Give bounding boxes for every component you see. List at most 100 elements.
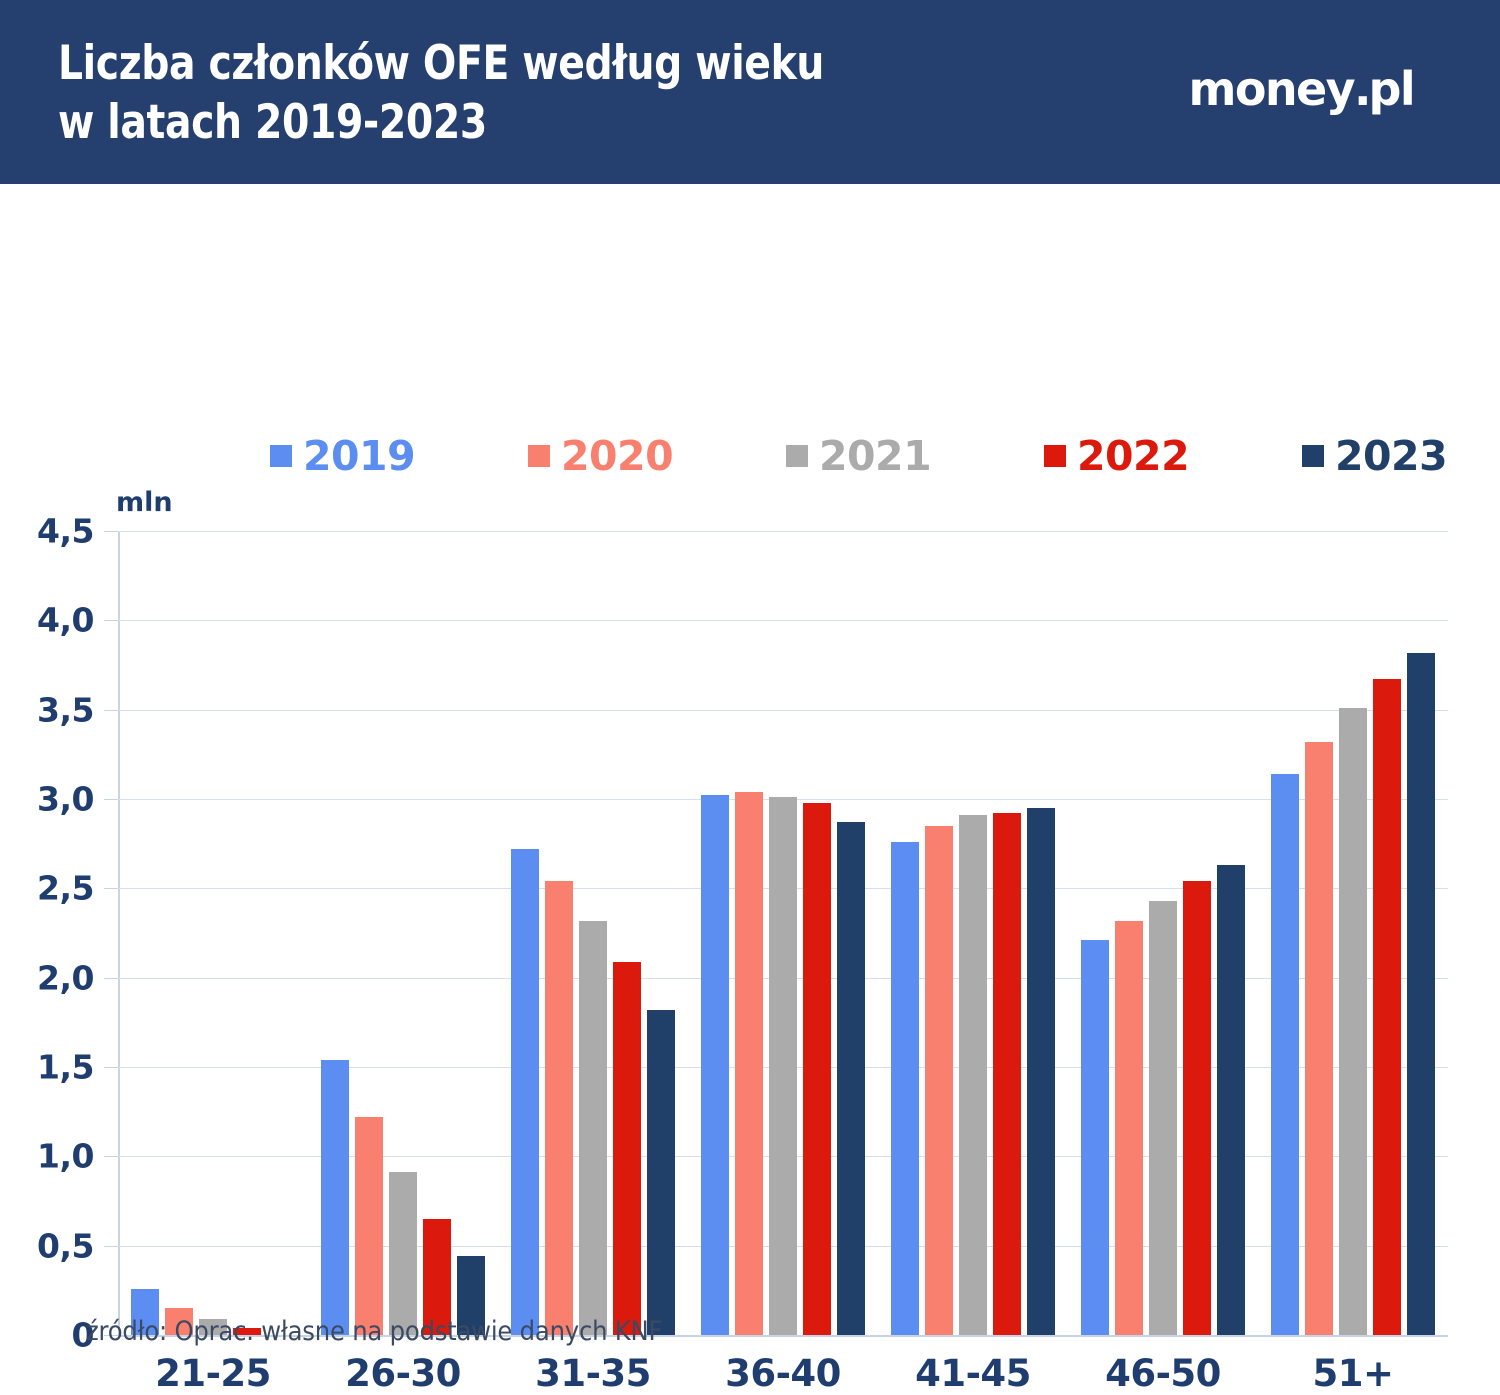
plot-area bbox=[104, 531, 1448, 1337]
bar-2021-46-50[interactable] bbox=[1149, 900, 1177, 1335]
y-tick-mark bbox=[104, 1245, 118, 1247]
bar-2021-31-35[interactable] bbox=[579, 920, 607, 1335]
logo-text-tld: pl bbox=[1368, 62, 1416, 116]
bar-2019-21-25[interactable] bbox=[131, 1288, 159, 1335]
bars-wrapper bbox=[1258, 531, 1448, 1335]
legend-swatch-icon bbox=[528, 445, 550, 467]
legend-label: 2019 bbox=[303, 432, 416, 480]
bar-group-21-25 bbox=[118, 531, 308, 1335]
bars-wrapper bbox=[1068, 531, 1258, 1335]
x-axis-label-46-50: 46-50 bbox=[1105, 1352, 1221, 1395]
legend-item-2019[interactable]: 2019 bbox=[270, 432, 528, 480]
bar-group-26-30 bbox=[308, 531, 498, 1335]
y-axis-line bbox=[118, 531, 120, 1335]
x-axis-label-41-45: 41-45 bbox=[915, 1352, 1031, 1395]
bar-group-41-45 bbox=[878, 531, 1068, 1335]
header-banner: Liczba członków OFE według wieku w latac… bbox=[0, 0, 1500, 184]
bars-wrapper bbox=[118, 531, 308, 1335]
bar-2022-36-40[interactable] bbox=[803, 802, 831, 1335]
x-axis-label-21-25: 21-25 bbox=[155, 1352, 271, 1395]
y-tick-mark bbox=[104, 1156, 118, 1158]
bar-2019-41-45[interactable] bbox=[891, 841, 919, 1335]
bar-group-46-50 bbox=[1068, 531, 1258, 1335]
x-axis-label-31-35: 31-35 bbox=[535, 1352, 651, 1395]
legend-label: 2023 bbox=[1335, 432, 1448, 480]
bar-2022-21-25[interactable] bbox=[233, 1327, 261, 1335]
bar-2023-36-40[interactable] bbox=[837, 822, 865, 1335]
y-tick-label: 2,5 bbox=[37, 868, 94, 908]
bar-2020-46-50[interactable] bbox=[1115, 920, 1143, 1335]
bar-2019-26-30[interactable] bbox=[321, 1059, 349, 1335]
y-tick-label: 4,5 bbox=[37, 511, 94, 551]
bar-2022-46-50[interactable] bbox=[1183, 881, 1211, 1335]
bar-group-51+ bbox=[1258, 531, 1448, 1335]
chart-container: 2019 2020 2021 2022 2023 mln 0 0,5 1,0 1,5 2,0 2,… bbox=[0, 184, 1500, 1395]
gridline bbox=[118, 1335, 1448, 1337]
gridline bbox=[118, 620, 1448, 622]
bar-2019-46-50[interactable] bbox=[1081, 940, 1109, 1335]
bar-2021-36-40[interactable] bbox=[769, 797, 797, 1335]
bar-2023-26-30[interactable] bbox=[457, 1256, 485, 1335]
y-tick-mark bbox=[104, 977, 118, 979]
y-tick-mark bbox=[104, 709, 118, 711]
bar-2021-51+[interactable] bbox=[1339, 707, 1367, 1335]
x-axis-labels: 21-25 26-30 31-35 36-40 41-45 46-50 51+ bbox=[118, 1352, 1448, 1395]
bar-2020-41-45[interactable] bbox=[925, 825, 953, 1335]
bar-group-31-35 bbox=[498, 531, 688, 1335]
y-tick-mark bbox=[104, 1335, 118, 1336]
legend-swatch-icon bbox=[1044, 445, 1066, 467]
legend-swatch-icon bbox=[270, 445, 292, 467]
bar-2020-21-25[interactable] bbox=[165, 1308, 193, 1335]
bars-wrapper bbox=[878, 531, 1068, 1335]
bar-2023-46-50[interactable] bbox=[1217, 865, 1245, 1335]
bar-2023-31-35[interactable] bbox=[647, 1009, 675, 1335]
bar-2021-26-30[interactable] bbox=[389, 1172, 417, 1335]
bar-2021-41-45[interactable] bbox=[959, 815, 987, 1335]
bar-2020-26-30[interactable] bbox=[355, 1117, 383, 1335]
y-tick-label: 0,5 bbox=[37, 1226, 94, 1266]
y-tick-mark bbox=[104, 531, 118, 532]
logo-text-dot: . bbox=[1354, 62, 1372, 116]
y-tick-mark bbox=[104, 888, 118, 890]
y-tick-mark bbox=[104, 620, 118, 622]
legend-swatch-icon bbox=[786, 445, 808, 467]
bars-wrapper bbox=[688, 531, 878, 1335]
x-axis-label-51+: 51+ bbox=[1312, 1352, 1395, 1395]
legend-item-2020[interactable]: 2020 bbox=[528, 432, 786, 480]
gridline bbox=[118, 709, 1448, 711]
bar-2023-41-45[interactable] bbox=[1027, 807, 1055, 1335]
y-tick-label: 2,0 bbox=[37, 958, 94, 998]
bar-2022-51+[interactable] bbox=[1373, 679, 1401, 1335]
bar-2020-51+[interactable] bbox=[1305, 741, 1333, 1335]
y-tick-label: 1,0 bbox=[37, 1136, 94, 1176]
y-tick-mark bbox=[104, 799, 118, 800]
bar-2020-36-40[interactable] bbox=[735, 791, 763, 1335]
y-tick-label: 0 bbox=[71, 1315, 95, 1355]
bar-2021-21-25[interactable] bbox=[199, 1318, 227, 1335]
bars-wrapper bbox=[308, 531, 498, 1335]
bar-2022-31-35[interactable] bbox=[613, 961, 641, 1335]
legend-item-2021[interactable]: 2021 bbox=[786, 432, 1044, 480]
y-tick-mark bbox=[104, 1067, 118, 1068]
y-tick-label: 3,5 bbox=[37, 690, 94, 730]
bar-2022-41-45[interactable] bbox=[993, 813, 1021, 1335]
y-axis-unit-label: mln bbox=[116, 487, 173, 518]
bar-2019-36-40[interactable] bbox=[701, 795, 729, 1335]
legend-swatch-icon bbox=[1302, 445, 1324, 467]
money-pl-logo: money.pl bbox=[1189, 62, 1416, 116]
bar-2020-31-35[interactable] bbox=[545, 881, 573, 1335]
bar-2019-31-35[interactable] bbox=[511, 849, 539, 1335]
bar-2022-26-30[interactable] bbox=[423, 1218, 451, 1335]
bar-2019-51+[interactable] bbox=[1271, 774, 1299, 1335]
legend-item-2022[interactable]: 2022 bbox=[1044, 432, 1302, 480]
legend-item-2023[interactable]: 2023 bbox=[1302, 432, 1448, 480]
bar-groups bbox=[118, 531, 1448, 1335]
legend-label: 2021 bbox=[819, 432, 932, 480]
source-note: źródło: Oprac. własne na podstawie danyc… bbox=[86, 1316, 663, 1347]
legend-label: 2022 bbox=[1077, 432, 1190, 480]
x-axis-label-26-30: 26-30 bbox=[345, 1352, 461, 1395]
bar-2023-51+[interactable] bbox=[1407, 652, 1435, 1335]
y-tick-label: 1,5 bbox=[37, 1047, 94, 1087]
bar-group-36-40 bbox=[688, 531, 878, 1335]
gridline bbox=[118, 531, 1448, 532]
